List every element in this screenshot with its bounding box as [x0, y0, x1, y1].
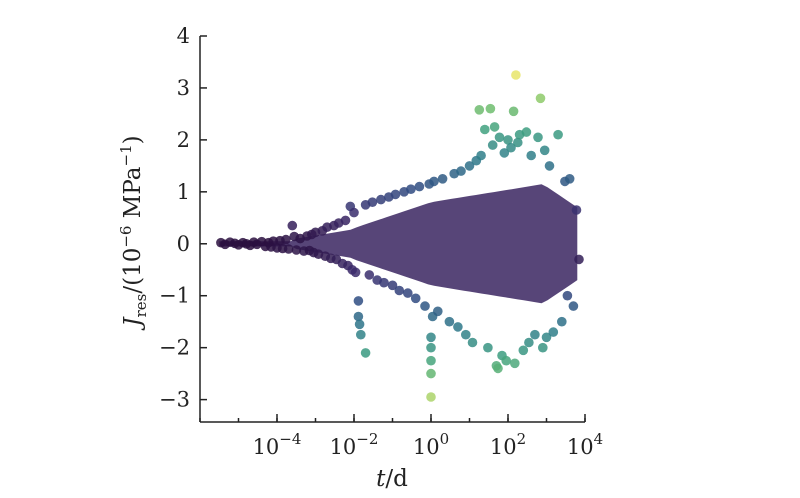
data-point — [506, 142, 516, 153]
data-point — [453, 322, 463, 332]
data-point — [508, 106, 519, 117]
data-point — [485, 103, 496, 114]
data-point — [568, 301, 579, 311]
data-point — [521, 127, 532, 137]
x-tick-label: 10−4 — [253, 430, 302, 459]
x-tick-label: 10−2 — [330, 430, 379, 459]
data-point — [360, 348, 371, 358]
data-point — [564, 174, 575, 184]
data-point — [501, 355, 512, 366]
y-ticks: −3 −2 −1 0 1 2 3 4 — [159, 24, 207, 412]
y-tick-label: 2 — [177, 128, 190, 152]
data-point — [510, 358, 520, 369]
x-tick-label: 104 — [567, 430, 603, 459]
y-tick-label: 3 — [177, 76, 190, 100]
dense-point-band — [219, 184, 578, 304]
data-point — [379, 277, 389, 288]
data-point — [364, 270, 375, 280]
data-point — [499, 148, 510, 158]
data-point — [538, 342, 548, 353]
data-point — [530, 329, 540, 340]
data-point — [483, 342, 493, 353]
data-point — [350, 267, 361, 278]
data-point — [553, 129, 563, 140]
x-axis-title: t/d — [376, 466, 408, 492]
data-point — [376, 194, 386, 205]
y-tick-label: 4 — [177, 24, 190, 48]
data-point — [476, 150, 486, 161]
y-tick-label: 0 — [177, 232, 190, 256]
y-tick-label: −2 — [159, 336, 190, 360]
y-tick-label: −1 — [159, 284, 190, 308]
data-point — [426, 342, 436, 353]
x-ticks: 10−4 10−2 100 102 104 — [199, 414, 603, 459]
data-point — [513, 137, 523, 148]
data-point — [426, 355, 436, 366]
data-point — [387, 280, 398, 291]
data-point — [356, 329, 366, 340]
data-point — [524, 337, 534, 348]
data-point — [518, 345, 529, 356]
data-point — [557, 316, 567, 327]
data-point — [283, 244, 294, 254]
data-point — [444, 316, 455, 327]
data-point — [562, 290, 573, 301]
data-point — [410, 293, 421, 304]
data-point — [456, 166, 466, 176]
data-point — [349, 207, 359, 218]
data-point — [548, 327, 559, 337]
x-tick-label: 102 — [490, 430, 526, 459]
data-point — [414, 181, 425, 192]
x-tick-label: 100 — [413, 430, 449, 459]
data-point — [354, 319, 365, 330]
data-point — [544, 161, 555, 171]
data-point — [539, 145, 550, 156]
data-point — [281, 234, 291, 245]
data-point — [437, 174, 448, 184]
data-point — [493, 363, 503, 374]
data-point — [574, 254, 584, 265]
data-point — [511, 70, 521, 80]
data-point — [487, 140, 498, 150]
data-point — [480, 124, 490, 135]
data-point — [433, 306, 443, 317]
data-point — [426, 332, 436, 343]
data-point — [533, 132, 543, 143]
y-tick-label: 1 — [177, 180, 190, 204]
data-point — [467, 337, 478, 348]
data-point — [353, 296, 364, 306]
data-point — [353, 311, 364, 322]
y-axis-title: Jres/(10−6 MPa−1) — [117, 135, 150, 330]
data-point — [406, 184, 416, 194]
data-point — [535, 93, 546, 104]
data-point — [291, 245, 302, 255]
points-layer — [216, 70, 584, 402]
data-point — [367, 197, 378, 207]
data-point — [541, 332, 552, 343]
data-point — [503, 135, 513, 145]
data-point — [526, 150, 536, 161]
data-point — [426, 368, 436, 379]
data-point — [429, 176, 439, 187]
data-point — [426, 392, 436, 402]
data-point — [420, 301, 430, 311]
data-point — [340, 215, 351, 226]
data-point — [394, 285, 405, 296]
data-point — [474, 105, 485, 115]
data-point — [461, 329, 471, 340]
data-point — [494, 132, 505, 143]
data-point — [287, 220, 298, 231]
data-point — [403, 288, 413, 298]
data-point — [390, 189, 401, 200]
data-point — [489, 122, 500, 132]
data-point — [571, 205, 582, 215]
y-tick-label: −3 — [159, 388, 190, 412]
data-point — [464, 161, 475, 171]
